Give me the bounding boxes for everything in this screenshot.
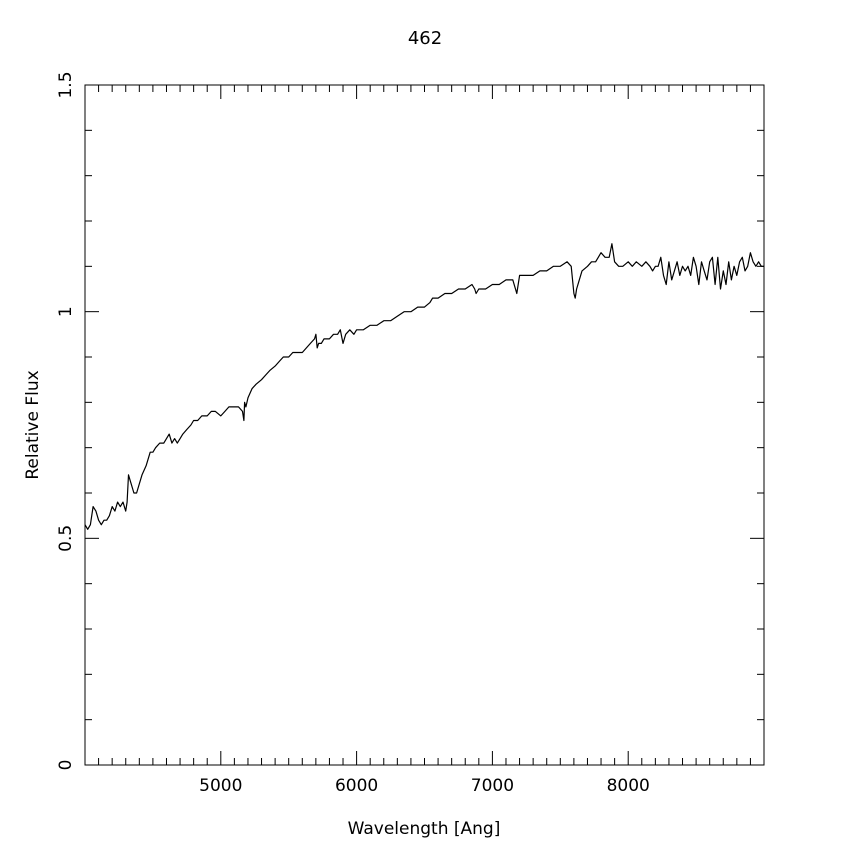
y-tick-label: 1.5 [56,71,76,98]
x-tick-label: 5000 [199,776,242,796]
spectrum-line [84,243,764,530]
x-tick-label: 6000 [335,776,378,796]
x-tick-label: 8000 [607,776,650,796]
y-tick-label: 0 [56,760,76,771]
chart-title: 462 [408,28,442,49]
y-tick-label: 0.5 [56,525,76,552]
x-axis-label: Wavelength [Ang] [348,819,501,839]
plot-frame [84,84,765,766]
y-axis-label: Relative Flux [23,370,43,479]
tick-labels: 5000 6000 7000 8000 0 0.5 1 1.5 [56,71,650,796]
x-tick-label: 7000 [471,776,514,796]
y-tick-label: 1 [56,306,76,317]
axis-ticks [85,85,764,765]
